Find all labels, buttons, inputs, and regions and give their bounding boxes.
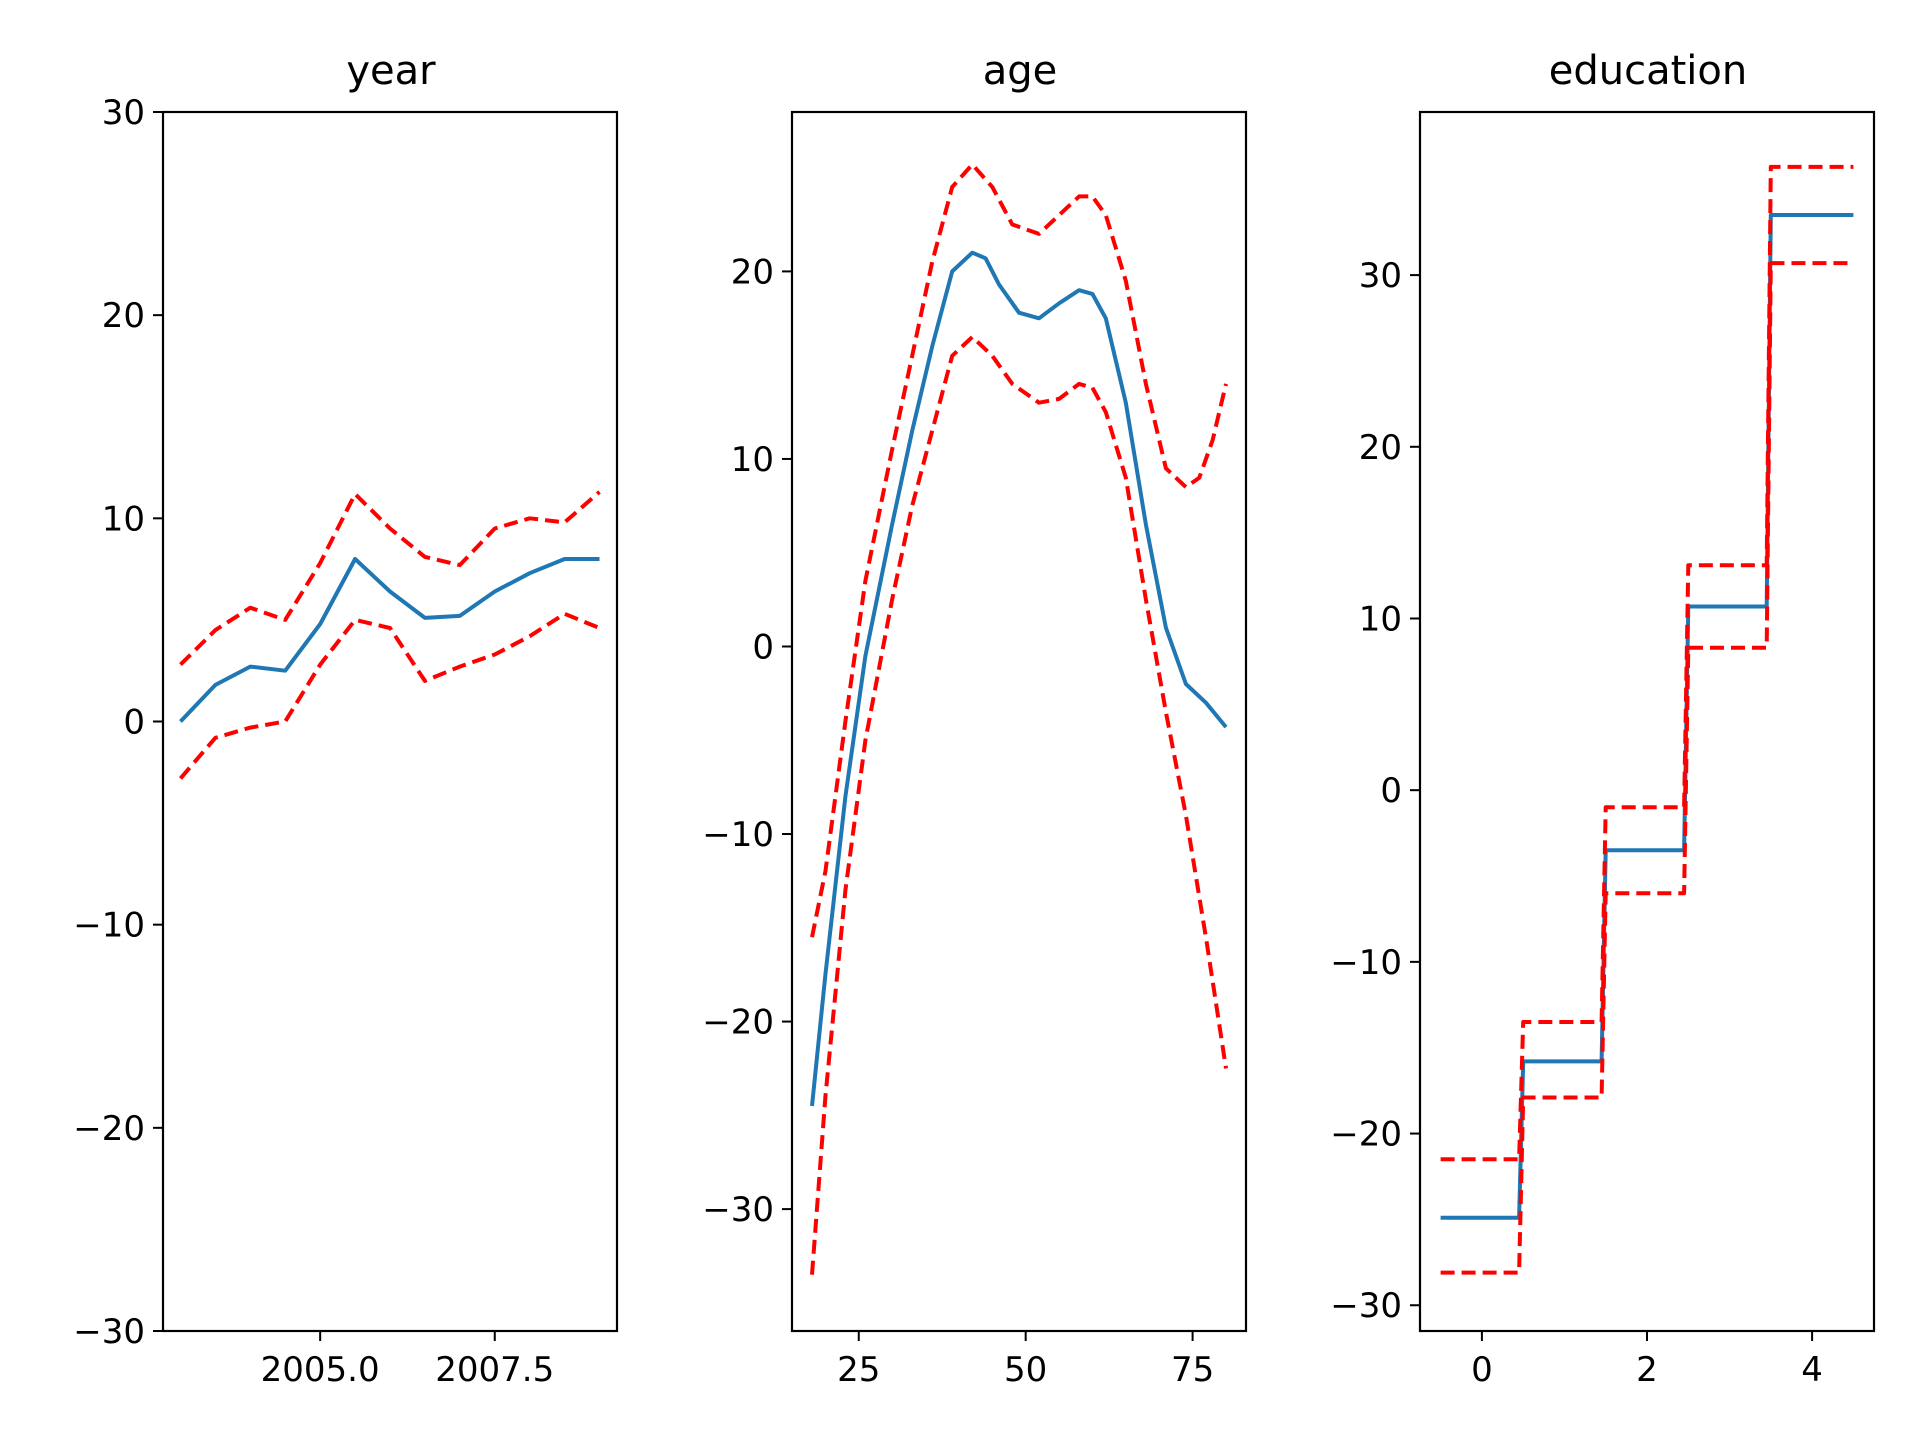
series-lower-line [1440, 261, 1854, 1275]
y-tick-label: −30 [702, 1190, 774, 1230]
y-tick-label: −10 [73, 906, 145, 946]
y-tick-label: −10 [702, 815, 774, 855]
y-tick-label: −30 [73, 1312, 145, 1352]
axes-frame [790, 110, 1248, 1333]
y-tick-label: 0 [1380, 771, 1402, 811]
x-tick-label: 2005.0 [261, 1350, 380, 1390]
panel-title-age: age [983, 48, 1058, 94]
y-tick-label: −20 [1330, 1115, 1402, 1155]
x-tick-label: 4 [1801, 1350, 1823, 1390]
panel-title-education: education [1549, 48, 1747, 94]
y-tick-label: −20 [73, 1109, 145, 1149]
y-tick-label: 10 [1359, 599, 1402, 639]
panel-title-year: year [346, 48, 436, 94]
y-tick-label: 10 [731, 440, 774, 480]
y-tick-label: −10 [1330, 943, 1402, 983]
series-lower-line [810, 335, 1228, 1275]
series-lower-line [178, 611, 601, 780]
panel-year: year 2005.0 2007.5 −30 −20 −10 0 10 20 30 [73, 48, 619, 1390]
series-upper-line [179, 490, 601, 667]
series-upper-line [810, 162, 1228, 938]
x-tick-label: 2 [1636, 1350, 1658, 1390]
x-tick-label: 25 [837, 1350, 880, 1390]
y-tick-label: 30 [102, 93, 145, 133]
y-tick-label: 0 [123, 703, 145, 743]
panel-age: age 25 50 75 −30 −20 −10 0 10 20 [702, 48, 1248, 1390]
x-tick-label: 75 [1171, 1350, 1214, 1390]
y-tick-label: −30 [1330, 1286, 1402, 1326]
y-tick-label: 0 [752, 627, 774, 667]
x-tick-label: 50 [1004, 1350, 1047, 1390]
series-estimate-line [810, 250, 1228, 1107]
y-tick-label: 20 [1359, 428, 1402, 468]
y-tick-label: −20 [702, 1003, 774, 1043]
series-upper-line [1440, 164, 1854, 1162]
x-tick-label: 2007.5 [435, 1350, 554, 1390]
x-tick-label: 0 [1471, 1350, 1493, 1390]
y-tick-label: 20 [731, 252, 774, 292]
y-tick-label: 10 [102, 499, 145, 539]
y-tick-label: 30 [1359, 256, 1402, 296]
y-tick-label: 20 [102, 296, 145, 336]
panel-education: education 0 2 4 −30 −20 −10 0 10 20 30 [1330, 48, 1876, 1390]
series-estimate-line [179, 557, 600, 723]
